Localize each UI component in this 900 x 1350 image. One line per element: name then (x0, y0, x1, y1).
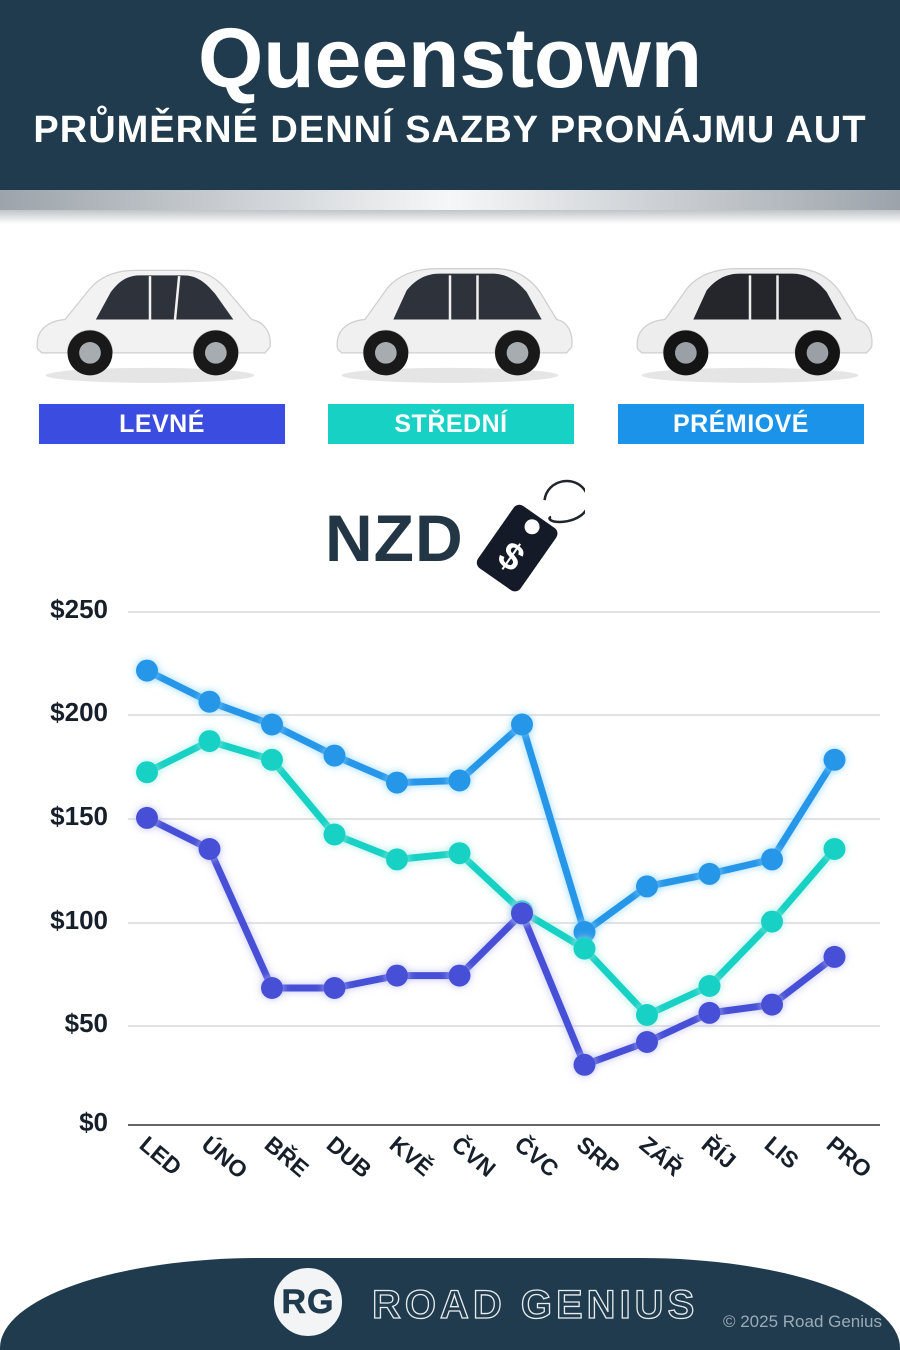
svg-text:ÚNO: ÚNO (197, 1130, 254, 1184)
svg-text:$250: $250 (50, 595, 108, 624)
svg-text:ZÁŘ: ZÁŘ (635, 1130, 689, 1181)
svg-text:$50: $50 (65, 1008, 108, 1038)
svg-text:PRO: PRO (822, 1131, 877, 1183)
svg-text:SRP: SRP (572, 1131, 625, 1181)
svg-text:$200: $200 (50, 697, 108, 727)
svg-text:BŘE: BŘE (260, 1130, 315, 1182)
svg-text:$150: $150 (50, 801, 108, 831)
svg-text:$0: $0 (79, 1107, 108, 1137)
svg-text:ČVC: ČVC (510, 1130, 565, 1182)
svg-text:DUB: DUB (322, 1131, 377, 1183)
svg-text:LIS: LIS (760, 1131, 804, 1174)
svg-text:LED: LED (135, 1131, 187, 1180)
svg-text:NZD: NZD (325, 501, 464, 575)
svg-text:ŘÍJ: ŘÍJ (697, 1130, 742, 1174)
svg-text:ČVN: ČVN (447, 1130, 502, 1182)
svg-text:KVĚ: KVĚ (385, 1130, 439, 1181)
svg-text:$100: $100 (50, 905, 108, 935)
